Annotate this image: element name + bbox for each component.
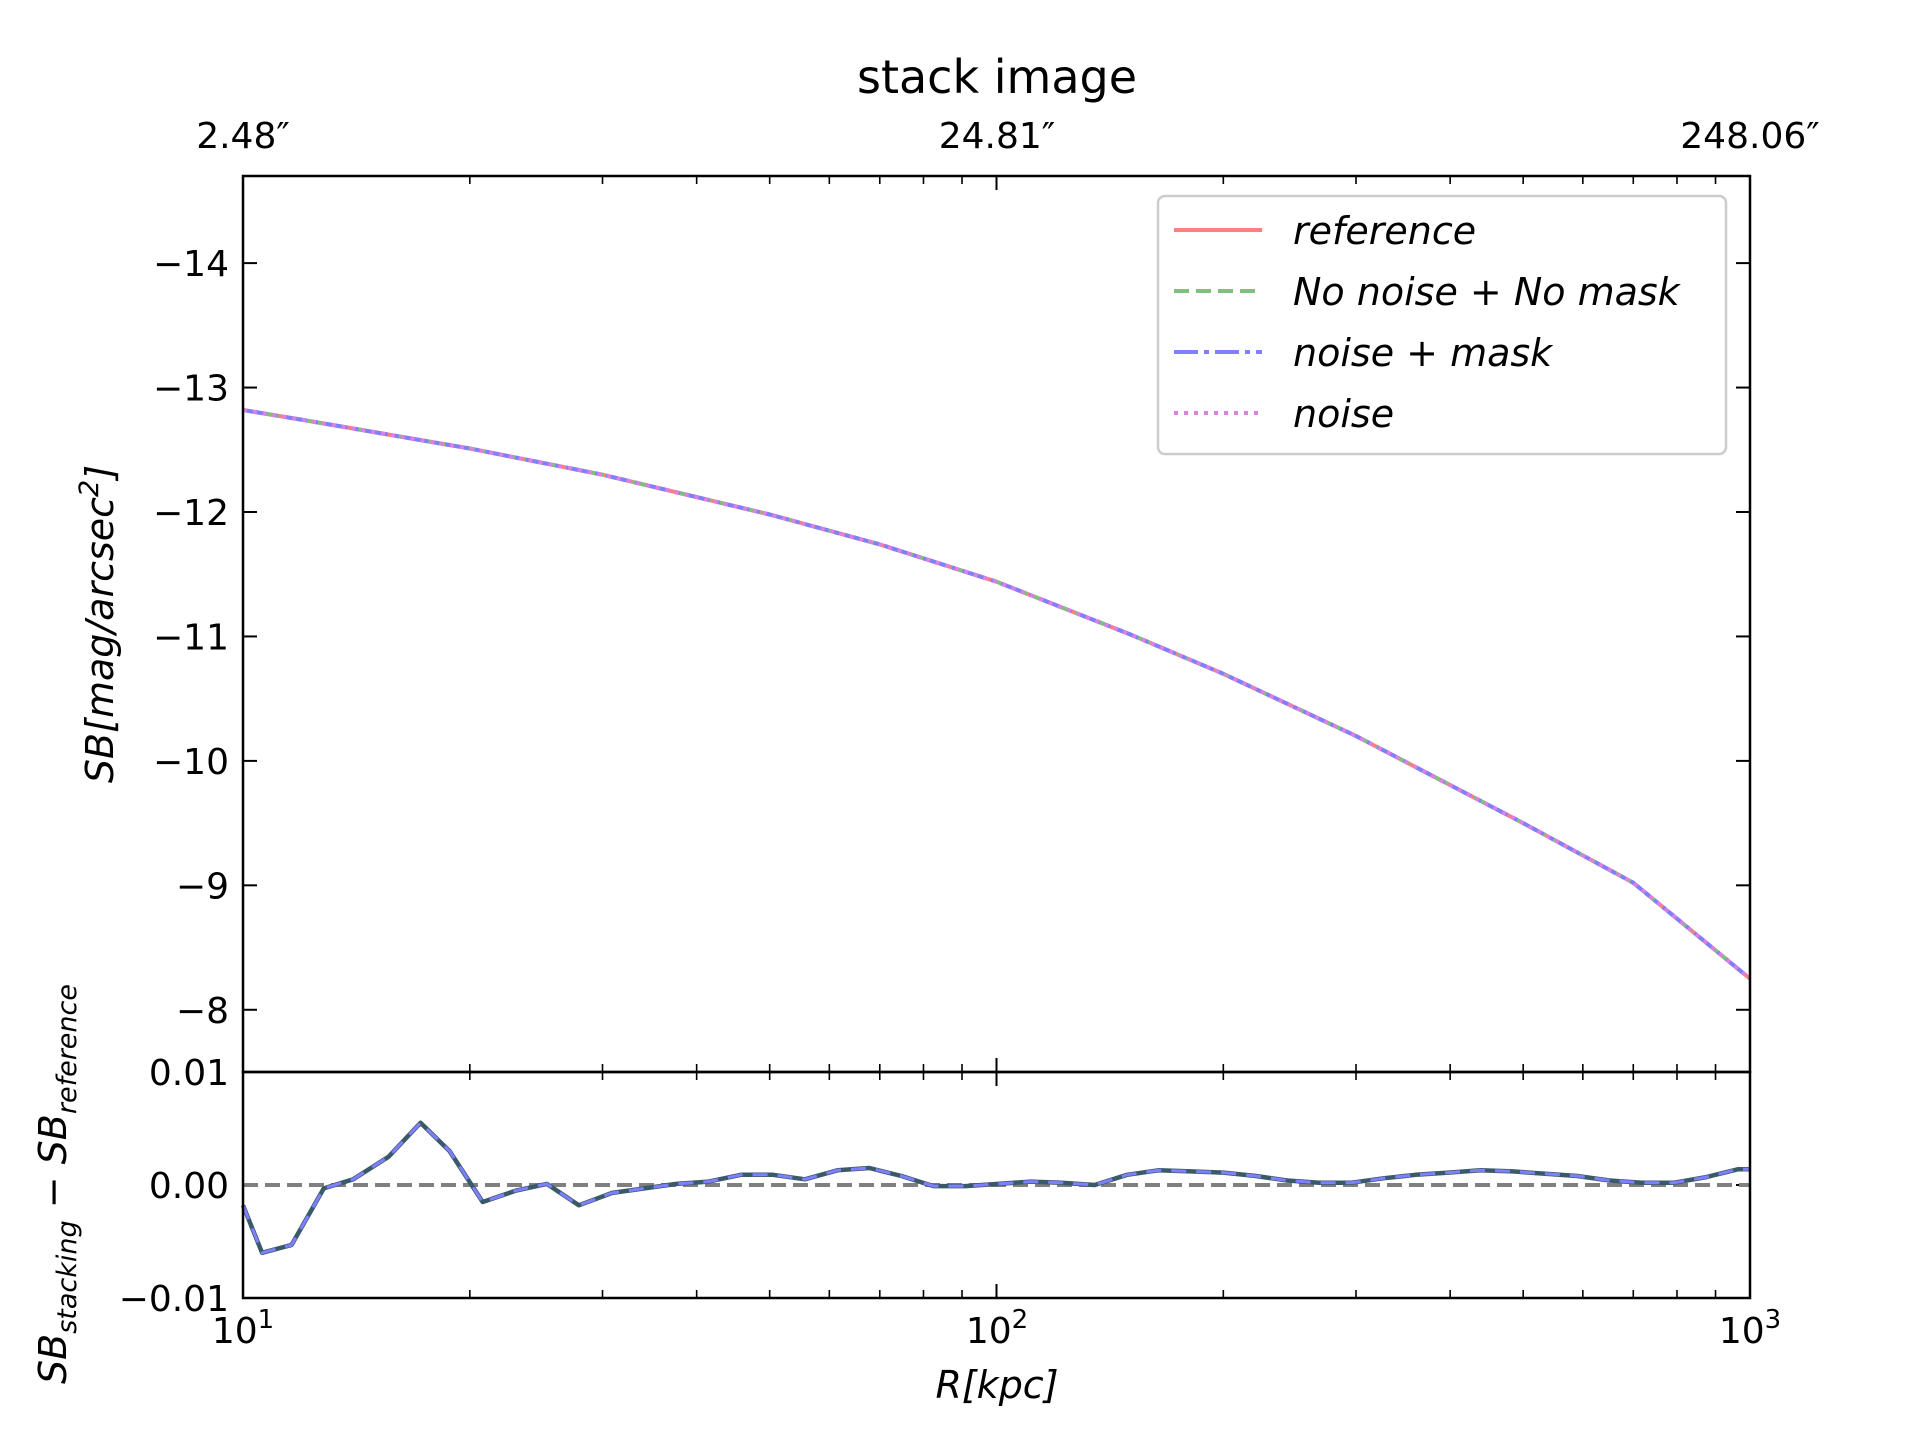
ytick-label: −10: [153, 742, 229, 783]
main-y-axis-label: SB[mag/arcsec2]: [74, 465, 122, 783]
res-y-label-a: SB: [31, 1334, 75, 1384]
main-series: [242, 408, 1752, 981]
residual-series: [240, 1120, 1750, 1256]
ytick-label: 0.00: [149, 1166, 229, 1207]
ytick-label: −8: [176, 991, 229, 1032]
top-tick-label: 248.06″: [1680, 116, 1819, 157]
main-y-label-sup: 2: [74, 480, 105, 497]
ytick-label: −12: [153, 493, 229, 534]
main-y-label-text: SB[mag/arcsec: [78, 497, 122, 783]
ytick-label: 0.01: [149, 1053, 229, 1094]
res-y-label-mid: −: [31, 1164, 75, 1220]
ytick-label: −13: [153, 369, 229, 410]
xtick-label: 103: [1719, 1305, 1781, 1352]
legend-box: [1156, 194, 1728, 456]
top-axis: 2.48″ 24.81″ 248.06″: [196, 116, 1820, 157]
residual-xtick-labels: 101 102 103: [212, 1305, 1781, 1352]
residual-plot: 0.01 0.00 −0.01: [119, 1053, 1752, 1320]
main-y-label-end: ]: [78, 465, 122, 482]
main-plot: −14 −13 −12 −11 −10 −9 −8: [153, 174, 1752, 1074]
chart-title: stack image: [857, 50, 1137, 104]
top-tick-label: 2.48″: [196, 116, 290, 157]
series-line: [242, 408, 1752, 981]
residual-plot-frame: [241, 1070, 1752, 1300]
ytick-label: −14: [153, 244, 229, 285]
legend: reference No noise + No mask noise + mas…: [1156, 194, 1728, 456]
residual-ytick-labels: 0.01 0.00 −0.01: [119, 1053, 229, 1320]
ytick-label: −0.01: [119, 1279, 229, 1320]
ytick-label: −9: [176, 866, 229, 907]
legend-label-no-noise-no-mask: No noise + No mask: [1293, 270, 1682, 314]
series-line: [242, 408, 1752, 981]
ytick-label: −11: [153, 617, 229, 658]
legend-label-reference: reference: [1293, 209, 1476, 253]
residual-y-axis-label: SBstacking − SBreference: [31, 984, 83, 1384]
residual-line: [240, 1120, 1750, 1256]
legend-label-noise: noise: [1293, 392, 1394, 436]
series-line: [242, 408, 1752, 981]
top-tick-label: 24.81″: [939, 116, 1056, 157]
series-line: [242, 408, 1752, 981]
res-y-label-a-sub: stacking: [52, 1220, 83, 1333]
xtick-label: 102: [966, 1305, 1028, 1352]
residual-line-overlay: [241, 1121, 1750, 1255]
res-y-label-b: SB: [31, 1114, 75, 1164]
xtick-label: 101: [212, 1305, 274, 1352]
res-y-label-b-sub: reference: [52, 984, 83, 1114]
legend-label-noise-mask: noise + mask: [1293, 331, 1554, 375]
main-ytick-labels: −14 −13 −12 −11 −10 −9 −8: [153, 244, 229, 1032]
x-axis-label: R[kpc]: [935, 1363, 1058, 1407]
